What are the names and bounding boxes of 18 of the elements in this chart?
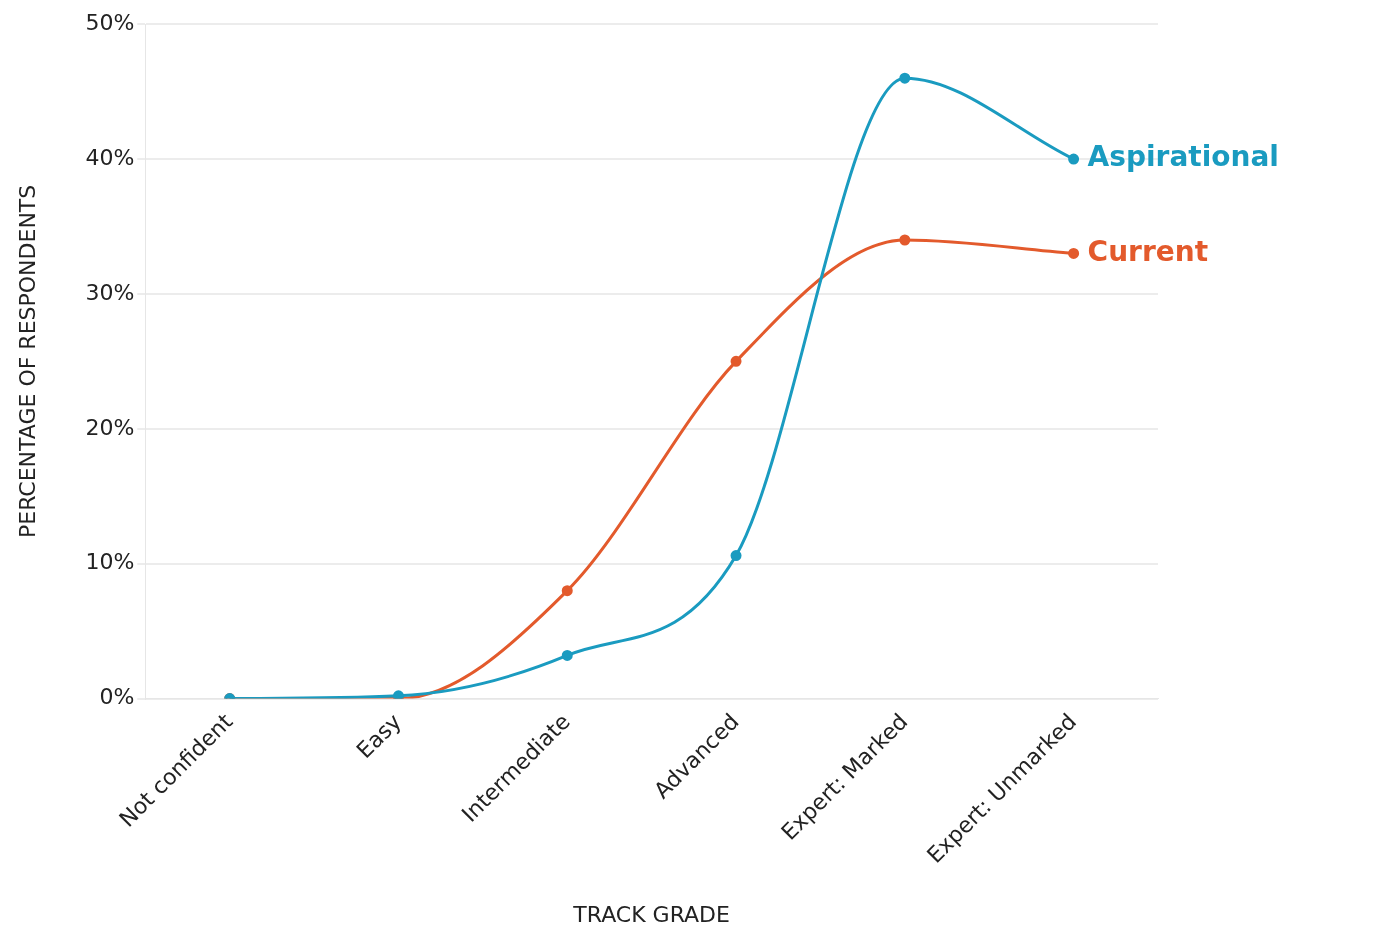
y-tick-label: 30% — [85, 279, 135, 305]
y-axis-title: PERCENTAGE OF RESPONDENTS — [14, 184, 40, 539]
point — [561, 585, 573, 597]
x-axis-title: TRACK GRADE — [572, 901, 730, 927]
y-tick-label: 40% — [85, 144, 135, 170]
y-tick-label: 50% — [85, 9, 135, 35]
point — [1068, 153, 1080, 165]
series-label: Aspirational — [1087, 140, 1279, 174]
point — [561, 649, 573, 661]
y-tick-label: 20% — [85, 414, 135, 440]
y-tick-label: 10% — [85, 549, 135, 575]
series-label: Current — [1087, 234, 1209, 268]
point — [899, 72, 911, 84]
point — [730, 550, 742, 562]
point — [730, 355, 742, 367]
point — [1068, 247, 1080, 259]
y-tick-label: 0% — [99, 684, 135, 710]
point — [899, 234, 911, 246]
